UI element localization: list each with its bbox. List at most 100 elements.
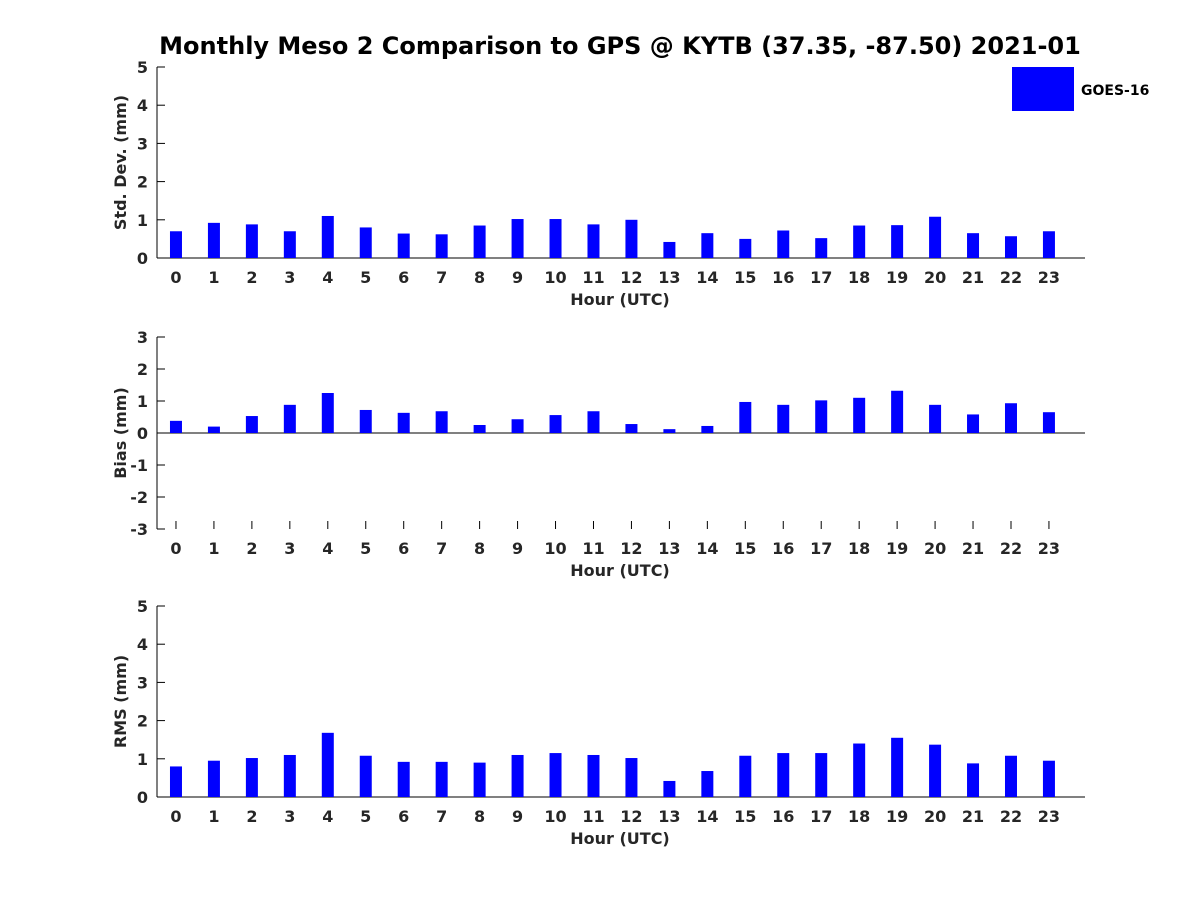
bar-hour-17 [815,753,828,797]
bar-hour-6 [397,233,410,258]
bar-hour-17 [815,400,828,433]
bar-hour-2 [245,224,258,258]
legend-swatch [1012,67,1074,111]
y-tick-label: 1 [137,211,148,230]
y-tick-label: 0 [137,424,148,443]
bar-hour-9 [511,219,524,258]
x-tick-label: 2 [246,268,257,287]
x-tick-label: 14 [696,539,718,558]
y-tick-label: 1 [137,750,148,769]
x-tick-label: 6 [398,268,409,287]
x-axis-label: Hour (UTC) [570,561,670,580]
x-tick-label: 7 [436,268,447,287]
x-tick-label: 6 [398,539,409,558]
bar-hour-3 [283,404,296,433]
y-tick-label: -2 [130,488,148,507]
bar-hour-17 [815,238,828,258]
x-tick-label: 7 [436,807,447,826]
bar-hour-21 [967,414,980,433]
x-tick-label: 21 [962,539,984,558]
x-tick-label: 22 [1000,807,1022,826]
bar-hour-8 [473,225,486,258]
bar-hour-14 [701,425,714,433]
bar-hour-18 [853,397,866,433]
x-tick-label: 11 [582,807,604,826]
bar-hour-9 [511,419,524,433]
bar-hour-21 [967,233,980,258]
y-tick-label: -3 [130,520,148,539]
x-tick-label: 1 [208,539,219,558]
bar-hour-15 [739,401,752,433]
x-tick-label: 20 [924,268,946,287]
bar-hour-2 [245,758,258,797]
x-tick-label: 7 [436,539,447,558]
x-tick-label: 15 [734,807,756,826]
x-tick-label: 1 [208,268,219,287]
x-tick-label: 8 [474,807,485,826]
x-tick-label: 15 [734,268,756,287]
x-tick-label: 19 [886,539,908,558]
x-tick-label: 4 [322,539,333,558]
bar-hour-23 [1042,760,1055,797]
bar-hour-6 [397,412,410,433]
bar-hour-23 [1042,412,1055,433]
x-tick-label: 23 [1038,539,1060,558]
x-tick-label: 13 [658,807,680,826]
legend: GOES-16 [1012,67,1149,111]
x-tick-label: 0 [170,807,181,826]
bar-hour-11 [587,224,600,258]
x-tick-label: 10 [544,539,566,558]
x-tick-label: 18 [848,268,870,287]
x-tick-label: 6 [398,807,409,826]
bar-hour-21 [967,763,980,797]
x-tick-label: 18 [848,807,870,826]
y-tick-label: 2 [137,712,148,731]
bar-hour-7 [435,411,448,433]
x-tick-label: 2 [246,539,257,558]
x-tick-label: 11 [582,539,604,558]
bar-hour-16 [777,753,790,797]
bar-hour-22 [1004,403,1017,433]
bar-hour-11 [587,754,600,797]
x-tick-label: 14 [696,807,718,826]
x-tick-label: 17 [810,807,832,826]
bar-hour-7 [435,234,448,258]
x-tick-label: 16 [772,268,794,287]
bar-hour-5 [359,755,372,797]
legend-label: GOES-16 [1081,83,1149,99]
x-tick-label: 3 [284,268,295,287]
bar-hour-19 [891,225,904,258]
y-tick-label: 5 [137,597,148,616]
x-tick-label: 4 [322,807,333,826]
y-tick-label: 3 [137,328,148,347]
y-axis-label: Std. Dev. (mm) [111,95,130,230]
x-tick-label: 20 [924,539,946,558]
bar-hour-13 [663,241,676,258]
x-tick-label: 17 [810,268,832,287]
bar-hour-23 [1042,231,1055,258]
x-tick-label: 13 [658,539,680,558]
y-tick-label: -1 [130,456,148,475]
x-tick-label: 22 [1000,539,1022,558]
bar-hour-0 [169,766,182,797]
x-tick-label: 15 [734,539,756,558]
chart-title: Monthly Meso 2 Comparison to GPS @ KYTB … [159,32,1081,60]
bar-hour-1 [207,426,220,433]
x-tick-label: 9 [512,268,523,287]
x-tick-label: 4 [322,268,333,287]
x-tick-label: 22 [1000,268,1022,287]
y-tick-label: 3 [137,673,148,692]
x-tick-label: 14 [696,268,718,287]
y-tick-label: 5 [137,58,148,77]
bar-hour-6 [397,761,410,797]
bar-hour-20 [929,216,942,258]
x-tick-label: 1 [208,807,219,826]
y-tick-label: 0 [137,249,148,268]
bar-hour-18 [853,225,866,258]
y-tick-label: 0 [137,788,148,807]
x-tick-label: 19 [886,807,908,826]
